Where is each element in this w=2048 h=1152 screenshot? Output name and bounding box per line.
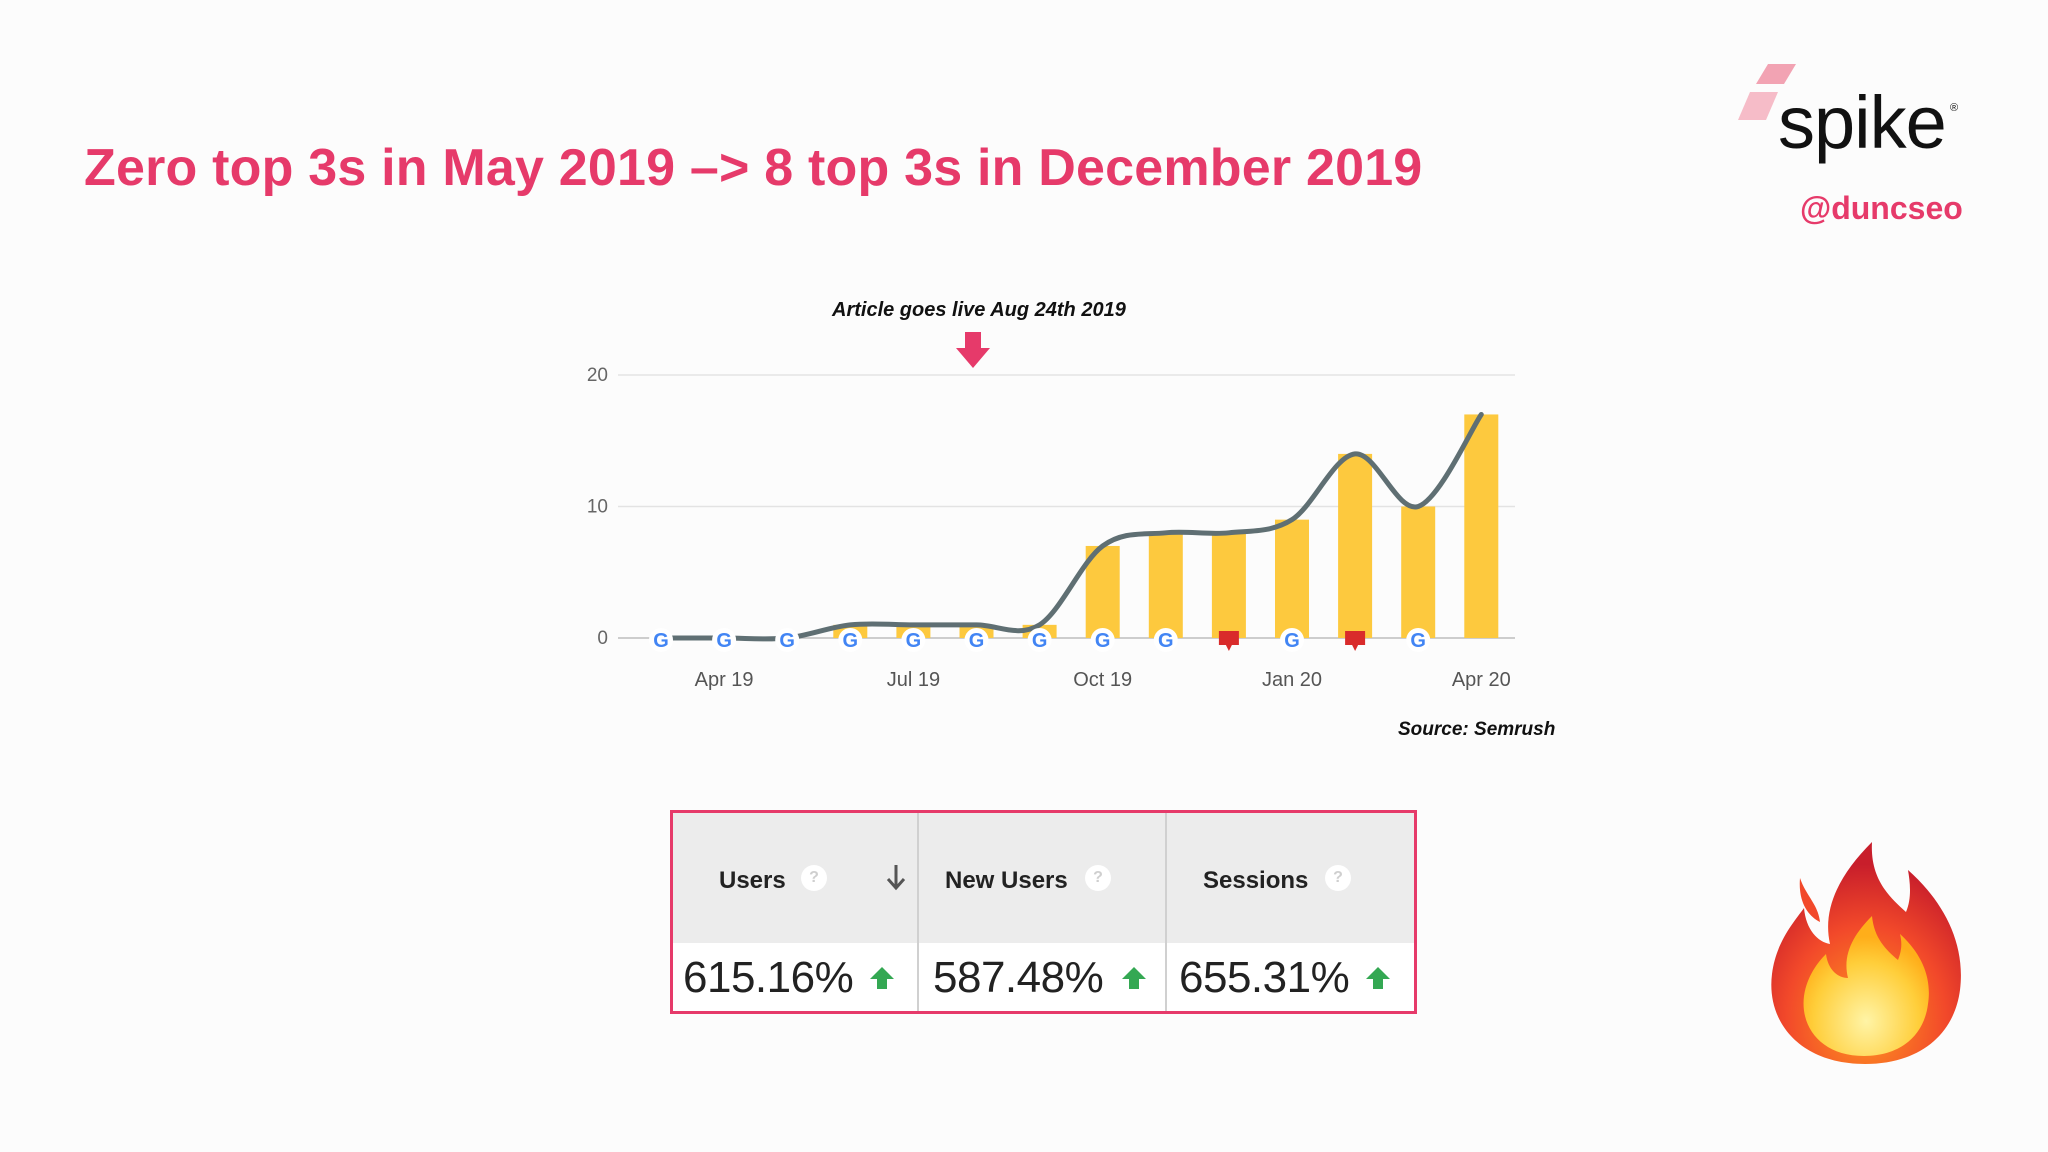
- google-marker-icon: [838, 628, 863, 652]
- metric-sessions: Sessions ? 655.31%: [1165, 813, 1414, 1011]
- google-g-glyph: G: [1410, 630, 1426, 652]
- analytics-metrics-table: Users ? 615.16% New Users ? 587.48% Sess…: [670, 810, 1417, 1014]
- series-line: [658, 411, 1484, 642]
- help-icon[interactable]: ?: [1325, 865, 1351, 891]
- x-tick-label: Jan 20: [1262, 669, 1322, 691]
- bar: [1401, 506, 1436, 638]
- google-g-glyph: G: [843, 630, 859, 652]
- google-marker-icon: [901, 628, 926, 652]
- metric-new-users: New Users ? 587.48%: [917, 813, 1167, 1011]
- metric-label: Users: [719, 867, 786, 894]
- google-marker-icon: [1280, 628, 1304, 652]
- metric-value: 615.16%: [683, 953, 854, 1002]
- google-marker-icon: [712, 628, 737, 652]
- bar: [1338, 453, 1373, 638]
- annotation-arrow-icon: [956, 332, 990, 368]
- bar: [1085, 545, 1120, 638]
- google-g-glyph: G: [1095, 630, 1111, 652]
- metric-value: 587.48%: [933, 953, 1104, 1002]
- google-marker-icon: [1406, 628, 1431, 652]
- metric-users: Users ? 615.16%: [673, 813, 919, 1011]
- help-icon[interactable]: ?: [801, 865, 827, 891]
- metric-label: Sessions: [1203, 867, 1309, 894]
- note-marker-icon: [1218, 631, 1239, 651]
- spike-logo: spike ®: [1738, 58, 1978, 178]
- google-g-glyph: G: [969, 630, 985, 652]
- sort-down-arrow-icon[interactable]: [885, 863, 907, 893]
- google-marker-icon: [649, 628, 673, 652]
- fire-emoji-icon: [1771, 842, 1961, 1064]
- y-tick-label: 0: [597, 628, 608, 649]
- google-g-glyph: G: [1032, 630, 1048, 652]
- up-arrow-icon: [870, 967, 894, 989]
- keyword-ranking-chart: 0 10 20 G G G G G G G G G G G Apr 19 Jul 19 Oct 19 Jan 20…: [587, 365, 1515, 691]
- y-tick-label: 20: [587, 365, 608, 386]
- x-tick-label: Apr 19: [695, 669, 754, 691]
- chart-source: Source: Semrush: [1398, 719, 1556, 740]
- y-tick-label: 10: [587, 497, 608, 518]
- metric-label: New Users: [945, 867, 1068, 894]
- logo-registered-mark: ®: [1950, 102, 1959, 114]
- metric-value: 655.31%: [1179, 953, 1350, 1002]
- google-g-glyph: G: [653, 630, 669, 652]
- help-icon[interactable]: ?: [1085, 865, 1111, 891]
- google-marker-icon: [775, 628, 800, 652]
- metrics-header-row: [673, 813, 1414, 943]
- x-tick-label: Oct 19: [1073, 669, 1132, 691]
- x-tick-label: Apr 20: [1452, 669, 1511, 691]
- google-g-glyph: G: [1158, 630, 1174, 652]
- google-g-glyph: G: [906, 630, 922, 652]
- up-arrow-icon: [1122, 967, 1146, 989]
- google-marker-icon: [964, 628, 989, 652]
- bar: [1148, 532, 1183, 638]
- google-marker-icon: [1027, 628, 1052, 652]
- bar: [1275, 519, 1309, 638]
- google-g-glyph: G: [779, 630, 795, 652]
- bar: [1211, 532, 1246, 638]
- google-marker-icon: [1153, 628, 1178, 652]
- bar: [1464, 414, 1499, 638]
- note-marker-icon: [1345, 631, 1366, 651]
- google-g-glyph: G: [1284, 630, 1300, 652]
- spike-logo-mark: [1738, 64, 1796, 120]
- twitter-handle: @duncseo: [1800, 190, 1963, 226]
- x-tick-label: Jul 19: [887, 669, 940, 691]
- google-g-glyph: G: [716, 630, 732, 652]
- up-arrow-icon: [1366, 967, 1390, 989]
- slide-title: Zero top 3s in May 2019 –> 8 top 3s in D…: [84, 139, 1423, 197]
- google-marker-icon: [1090, 628, 1115, 652]
- logo-text: spike: [1778, 81, 1947, 164]
- chart-annotation: Article goes live Aug 24th 2019: [832, 299, 1126, 321]
